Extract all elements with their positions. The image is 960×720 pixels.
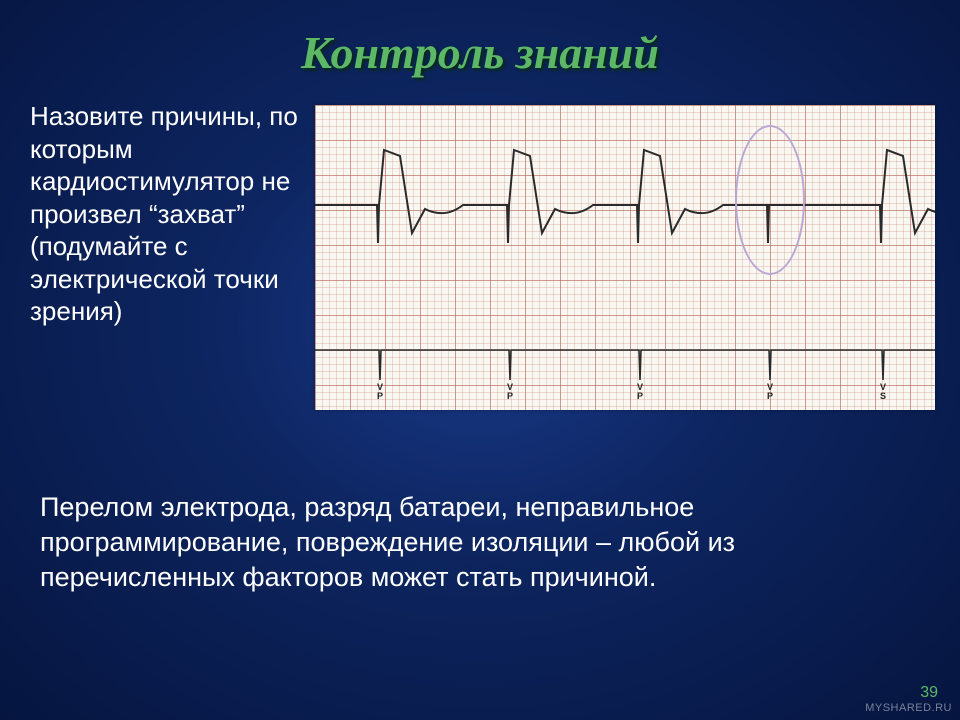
question-text: Назовите причины, по которым кардиостиму… xyxy=(30,100,310,328)
marker-label: VP xyxy=(630,383,650,401)
answer-text: Перелом электрода, разряд батареи, непра… xyxy=(40,490,920,595)
slide-title: Контроль знаний xyxy=(0,0,960,79)
ecg-chart: VP VP VP VP VS xyxy=(315,105,935,410)
marker-label: VP xyxy=(500,383,520,401)
ecg-trace xyxy=(315,105,935,410)
marker-label: VP xyxy=(370,383,390,401)
marker-label: VP xyxy=(760,383,780,401)
failure-highlight xyxy=(735,125,805,275)
watermark: MYSHARED.RU xyxy=(865,702,952,714)
marker-label: VS xyxy=(873,383,893,401)
page-number: 39 xyxy=(920,684,938,702)
